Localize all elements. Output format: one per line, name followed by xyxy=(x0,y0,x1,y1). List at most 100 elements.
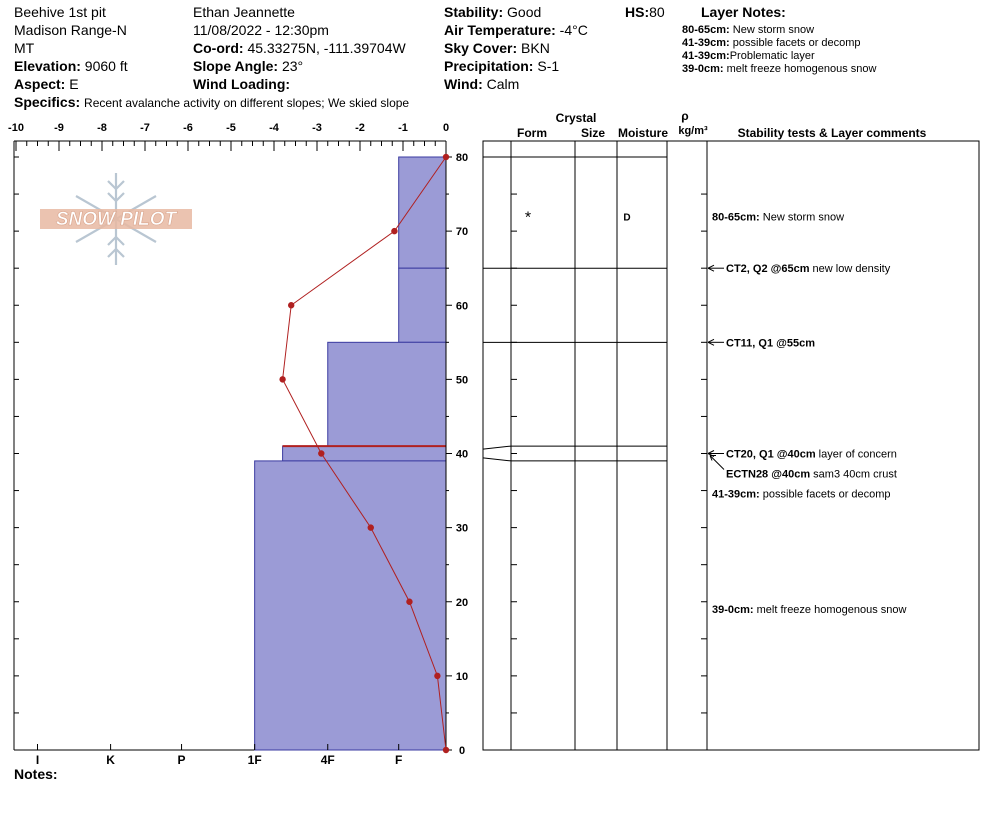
stability-comment: CT20, Q1 @40cm layer of concern xyxy=(726,449,897,461)
precip-value: S-1 xyxy=(537,58,560,74)
slope-angle: Slope Angle: 23° xyxy=(193,58,303,74)
observer: Ethan Jeannette xyxy=(193,4,295,20)
temperature-tick-label: -10 xyxy=(8,122,24,134)
hardness-layer xyxy=(327,341,447,447)
snowpilot-logo: SNOW PILOT xyxy=(40,173,192,265)
stability-comment: ECTN28 @40cm sam3 40cm crust xyxy=(726,469,897,481)
comment-text-part: New storm snow xyxy=(760,211,844,223)
temperature-point xyxy=(318,450,325,457)
notes-label: Notes: xyxy=(14,766,58,782)
stability-comments: 80-65cm: New storm snow CT2, Q2 @65cm new… xyxy=(707,211,906,616)
precip-label: Precipitation: xyxy=(444,58,534,74)
aspect-label: Aspect: xyxy=(14,76,66,92)
depth-tick-label: 20 xyxy=(456,597,468,609)
wind-value: Calm xyxy=(486,76,520,92)
wind: Wind: Calm xyxy=(444,76,519,92)
crystal-form-symbol: * xyxy=(525,209,531,226)
hardness-tick-label: 1F xyxy=(248,753,262,767)
datetime: 11/08/2022 - 12:30pm xyxy=(193,22,329,38)
air-temp-label: Air Temperature: xyxy=(444,22,556,38)
layer-boundary xyxy=(482,457,667,462)
wind-label: Wind: xyxy=(444,76,483,92)
temperature-tick-label: -3 xyxy=(312,122,322,134)
density-rho-header: ρ xyxy=(681,109,688,123)
stability-label: Stability: xyxy=(444,4,504,20)
elevation: Elevation: 9060 ft xyxy=(14,58,128,74)
coord-value: 45.33275N, -111.39704W xyxy=(247,40,406,56)
precipitation: Precipitation: S-1 xyxy=(444,58,559,74)
hardness-tick-label: K xyxy=(106,753,115,767)
state-name: MT xyxy=(14,40,35,56)
temperature-tick-label: -4 xyxy=(269,122,280,134)
stability: Stability: Good xyxy=(444,4,541,20)
temperature-point xyxy=(288,302,295,309)
layer-notes-title: Layer Notes: xyxy=(701,4,786,20)
wind-loading-label: Wind Loading: xyxy=(193,76,291,92)
temperature-axis: -10 -9 -8 -7 -6 -5 -4 -3 -2 -1 0 xyxy=(8,122,449,151)
aspect-value: E xyxy=(69,76,79,92)
hardness-tick-label: I xyxy=(36,753,39,767)
comment-bold-part: 41-39cm: xyxy=(712,489,760,501)
moisture-header: Moisture xyxy=(618,126,668,140)
depth-tick-label: 50 xyxy=(456,374,468,386)
temperature-point xyxy=(434,672,441,680)
crystal-table-header: Crystal Form Size Moisture ρ kg/m³ Stabi… xyxy=(517,109,927,140)
comment-text-part: melt freeze homogenous snow xyxy=(754,604,907,616)
temperature-point xyxy=(391,227,398,235)
temperature-point xyxy=(367,524,374,531)
hardness-layer xyxy=(254,460,447,751)
coord-label: Co-ord: xyxy=(193,40,244,56)
stability-comment: 41-39cm: possible facets or decomp xyxy=(712,489,891,501)
air-temp-value: -4°C xyxy=(559,22,588,38)
temperature-tick-label: -9 xyxy=(54,122,64,134)
depth-tick-label: 70 xyxy=(456,226,468,238)
hardness-axis: I K P 1F 4F F xyxy=(36,744,402,767)
table-frame xyxy=(482,140,980,751)
density-unit-header: kg/m³ xyxy=(678,125,708,137)
layer-note: 41-39cm:Problematic layer xyxy=(682,50,815,62)
hs-value: 80 xyxy=(649,4,665,20)
sky-label: Sky Cover: xyxy=(444,40,518,56)
layer-note: 39-0cm: melt freeze homogenous snow xyxy=(682,63,877,75)
hardness-tick-label: 4F xyxy=(321,753,335,767)
comment-bold-part: ECTN28 @40cm xyxy=(726,469,810,481)
slope-value: 23° xyxy=(281,58,304,74)
stability-comment: 80-65cm: New storm snow xyxy=(712,211,844,223)
temperature-tick-label: -5 xyxy=(226,122,236,134)
form-header: Form xyxy=(517,126,547,140)
wind-loading: Wind Loading: xyxy=(193,76,290,92)
tests-header: Stability tests & Layer comments xyxy=(738,126,927,140)
comment-bold-part: 39-0cm: xyxy=(712,604,754,616)
depth-tick-label: 0 xyxy=(459,745,465,757)
comment-arrow xyxy=(709,455,725,470)
comment-bold-part: CT20, Q1 @40cm xyxy=(726,449,816,461)
temperature-tick-label: -6 xyxy=(183,122,193,134)
depth-tick-label: 80 xyxy=(456,152,468,164)
comment-text-part: layer of concern xyxy=(816,449,897,461)
specifics: Specifics: Recent avalanche activity on … xyxy=(14,94,409,110)
comment-text-part: sam3 40cm crust xyxy=(810,469,897,481)
temperature-profile xyxy=(279,153,450,754)
hardness-layer xyxy=(398,156,447,269)
snow-height: HS:80 xyxy=(625,4,665,20)
slope-label: Slope Angle: xyxy=(193,58,279,74)
comment-bold-part: CT2, Q2 @65cm xyxy=(726,263,810,275)
temperature-point xyxy=(406,598,413,605)
comment-arrow-head xyxy=(707,264,715,272)
hardness-tick-label: F xyxy=(395,753,402,767)
depth-tick-label: 30 xyxy=(456,523,468,535)
specifics-label: Specifics: xyxy=(14,94,81,110)
hardness-layer xyxy=(398,267,447,343)
table-depth-ticks: * D xyxy=(511,193,707,714)
hardness-layer xyxy=(282,445,447,462)
crystal-header: Crystal xyxy=(556,111,597,125)
comment-arrow-head xyxy=(707,338,715,346)
hs-label: HS: xyxy=(625,4,650,20)
moisture-value: D xyxy=(623,212,630,223)
hardness-layers xyxy=(254,156,447,751)
coordinates: Co-ord: 45.33275N, -111.39704W xyxy=(193,40,406,56)
logo-text: SNOW PILOT xyxy=(56,209,178,230)
pit-name: Beehive 1st pit xyxy=(14,4,106,20)
stability-comment: 39-0cm: melt freeze homogenous snow xyxy=(712,604,906,616)
